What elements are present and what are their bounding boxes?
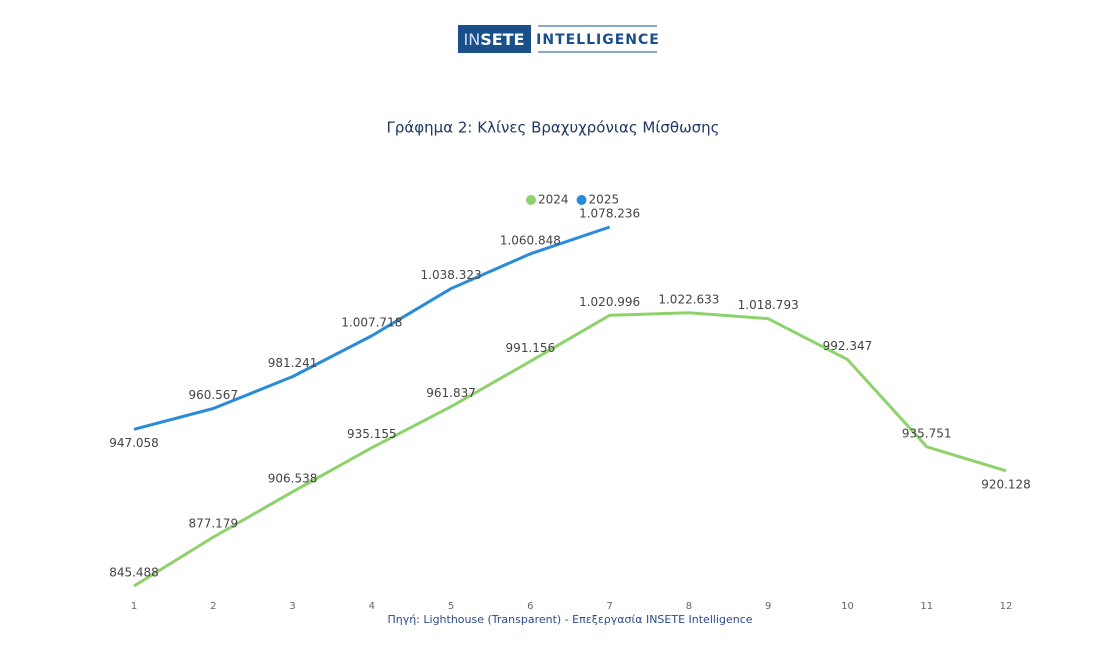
logo-text: INTELLIGENCE xyxy=(536,32,660,48)
value-label: 845.488 xyxy=(109,566,159,580)
value-label: 935.155 xyxy=(347,427,397,441)
value-label: 920.128 xyxy=(981,477,1031,491)
value-label: 992.347 xyxy=(823,339,873,353)
value-label: 960.567 xyxy=(188,388,238,402)
legend-label: 2025 xyxy=(589,193,620,207)
value-label: 991.156 xyxy=(506,341,556,355)
value-label: 935.751 xyxy=(902,426,952,440)
value-label: 1.020.996 xyxy=(579,295,640,309)
value-label: 1.007.718 xyxy=(341,315,402,329)
x-tick-label: 8 xyxy=(686,601,692,612)
chart-title: Γράφημα 2: Κλίνες Βραχυχρόνιας Μίσθωσης xyxy=(387,119,720,137)
logo-box xyxy=(458,25,531,53)
x-tick-label: 10 xyxy=(841,601,854,612)
value-label: 1.022.633 xyxy=(658,292,719,306)
logo-box-text: INSETE xyxy=(464,30,525,49)
value-label: 1.018.793 xyxy=(738,298,799,312)
series-line xyxy=(133,225,611,431)
x-tick-label: 2 xyxy=(210,601,216,612)
x-tick-label: 3 xyxy=(289,601,295,612)
value-label: 877.179 xyxy=(188,517,238,531)
x-tick-label: 4 xyxy=(369,601,375,612)
value-label: 1.060.848 xyxy=(500,233,561,247)
value-label: 947.058 xyxy=(109,436,159,450)
legend-marker xyxy=(526,195,536,205)
x-tick-label: 9 xyxy=(765,601,771,612)
legend-marker xyxy=(576,195,587,205)
x-tick-label: 5 xyxy=(448,601,454,612)
value-label: 1.078.236 xyxy=(579,207,640,221)
logo-light: IN xyxy=(464,30,481,49)
value-label: 906.538 xyxy=(268,471,318,485)
series-line xyxy=(133,311,1007,588)
x-tick-label: 7 xyxy=(606,601,612,612)
x-tick-label: 11 xyxy=(920,601,933,612)
value-label: 961.837 xyxy=(426,386,476,400)
source: Πηγή: Lighthouse (Transparent) - Επεξεργ… xyxy=(387,613,752,626)
x-tick-label: 1 xyxy=(131,601,137,612)
value-label: 1.038.323 xyxy=(421,268,482,282)
x-tick-label: 6 xyxy=(527,601,533,612)
value-label: 981.241 xyxy=(268,356,318,370)
x-tick-label: 12 xyxy=(1000,601,1013,612)
logo-bold: SETE xyxy=(480,30,524,49)
legend-label: 2024 xyxy=(538,193,569,207)
